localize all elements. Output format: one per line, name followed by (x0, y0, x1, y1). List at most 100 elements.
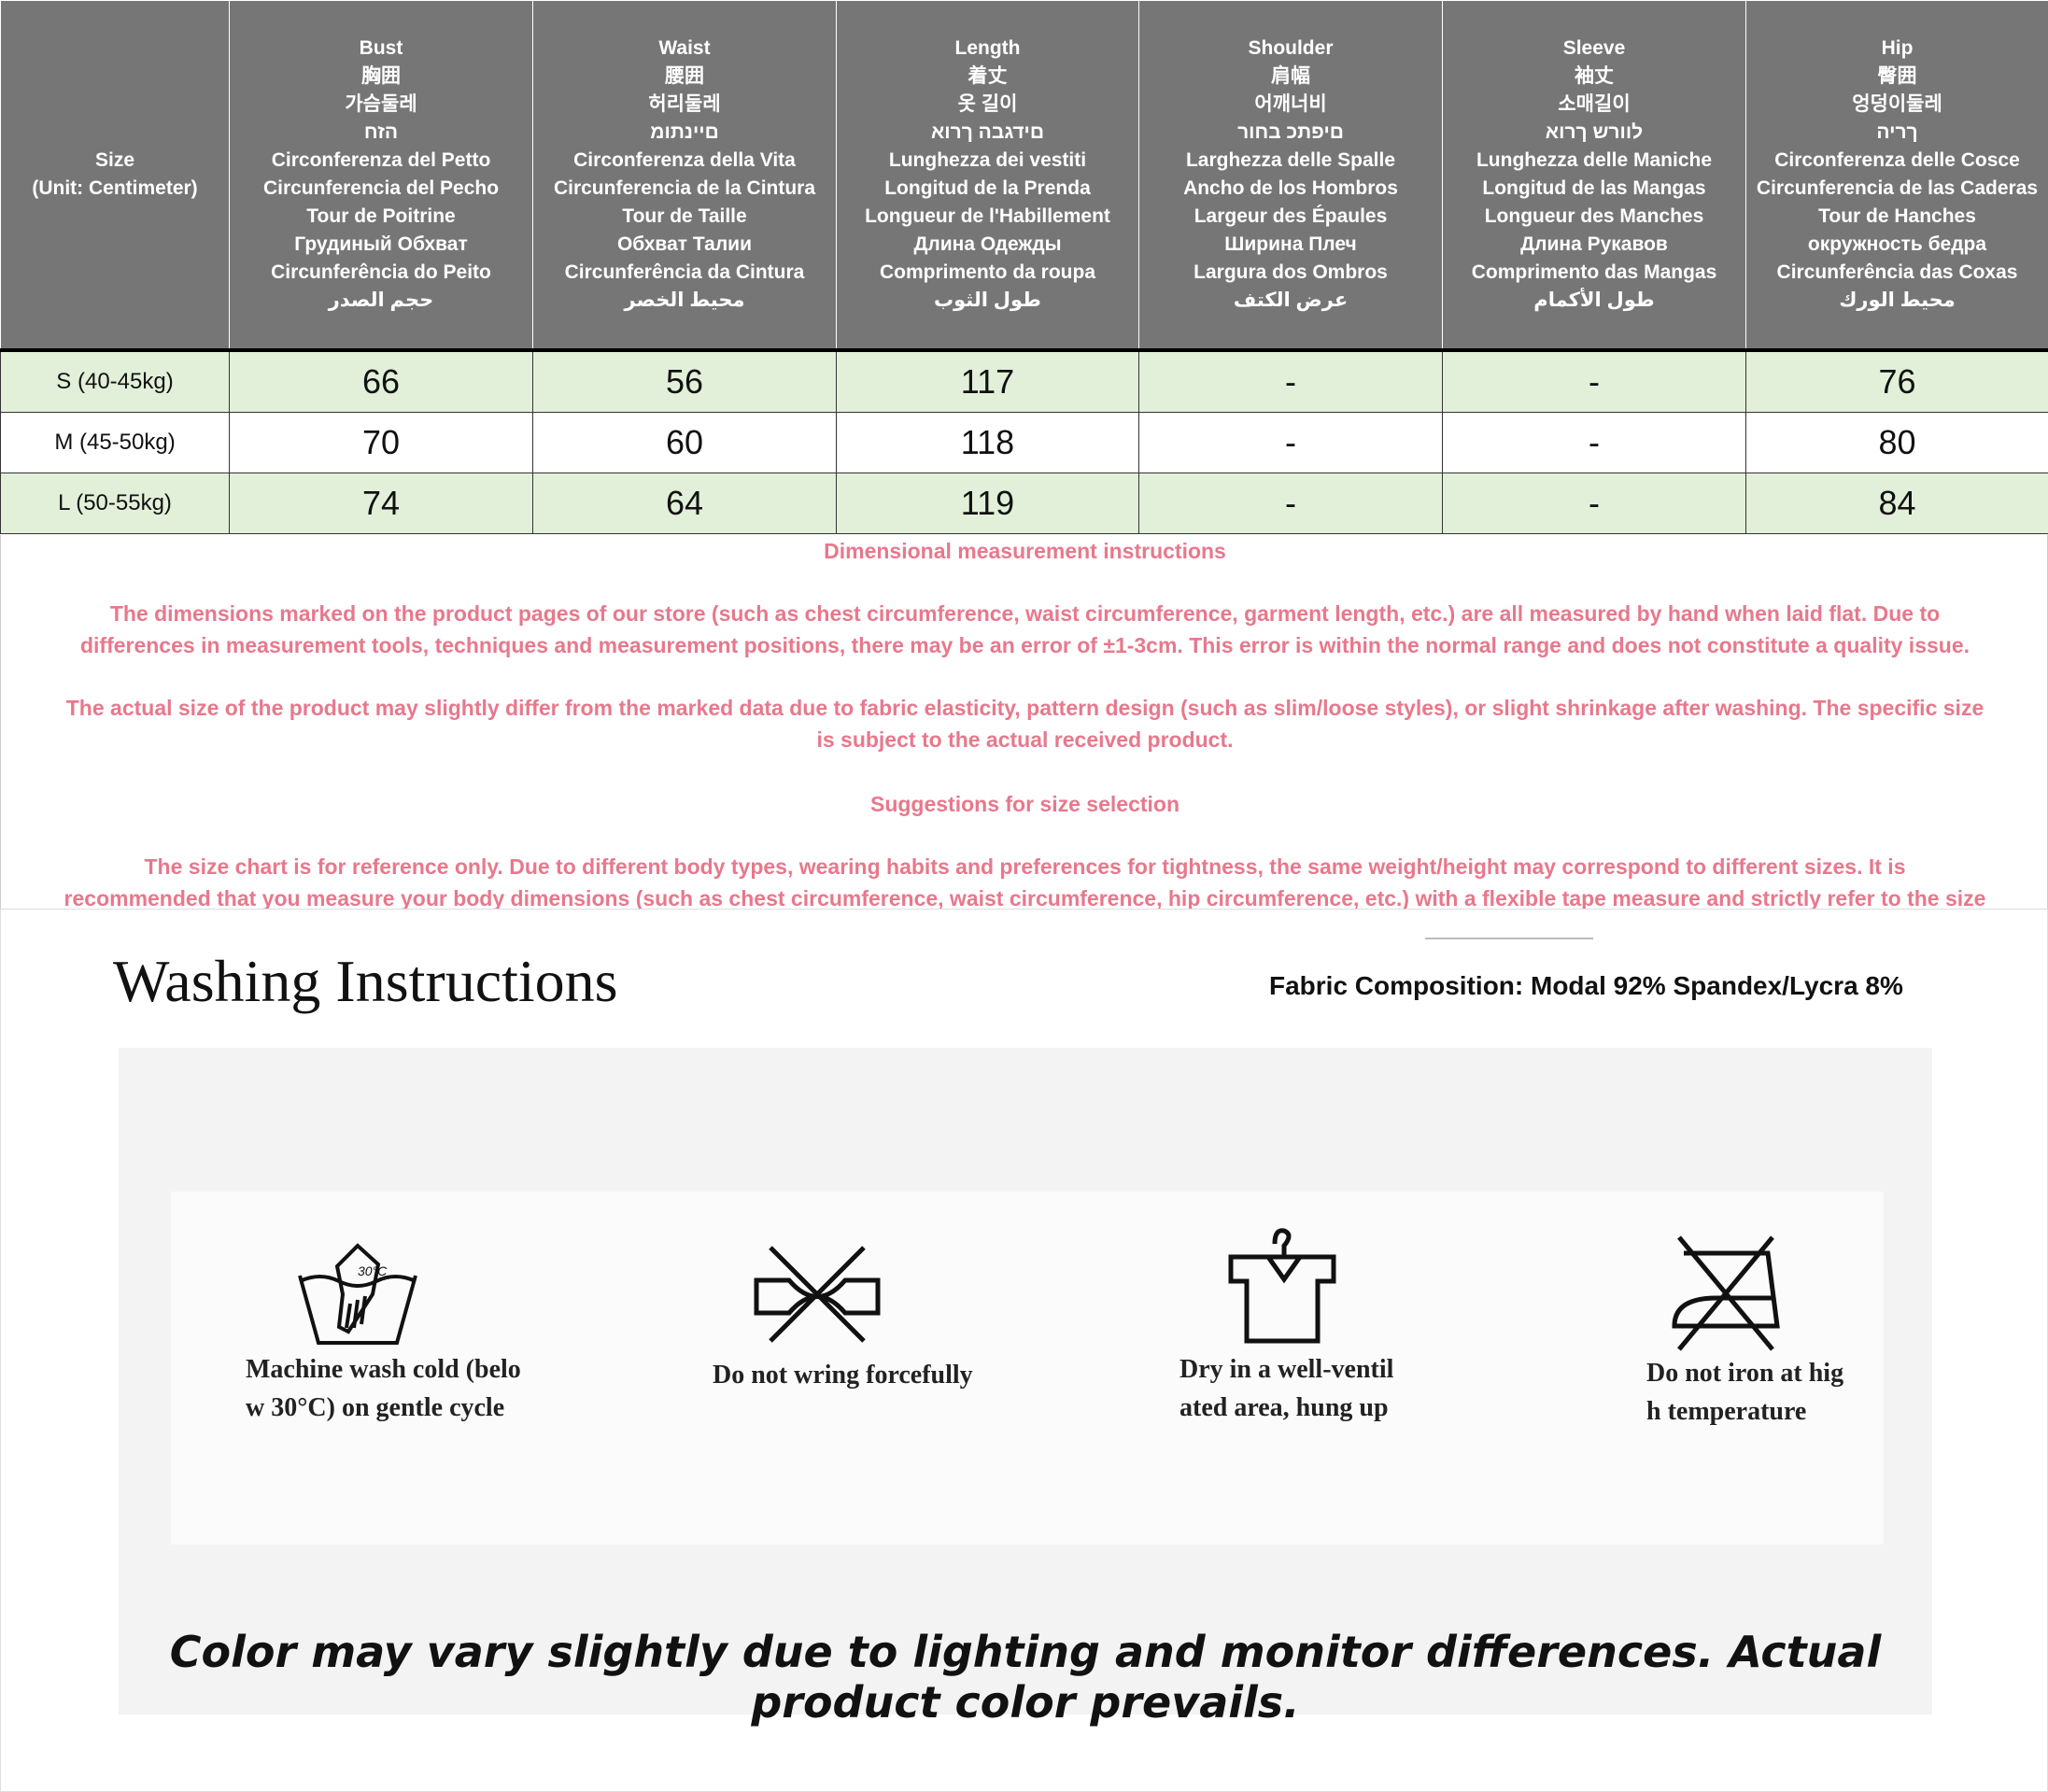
care-label-line: Dry in a well-ventil (1179, 1355, 1394, 1384)
header-line: Circonferenza della Vita (573, 149, 796, 171)
header-line: Длина Рукавов (1520, 233, 1668, 255)
header-line: 엉덩이둘레 (1852, 93, 1942, 115)
header-line: Larghezza delle Spalle (1185, 149, 1396, 171)
header-line: Waist (658, 37, 711, 59)
measurement-cell-length: 118 (836, 412, 1139, 473)
size-cell: S (40-45kg) (0, 349, 230, 413)
washing-instructions-section: Washing Instructions Fabric Composition:… (0, 909, 2048, 1792)
svg-text:30°C: 30°C (358, 1263, 388, 1278)
header-line: Circunferência da Cintura (564, 261, 805, 283)
care-item-wring: Do not wring forcefully (675, 1192, 1049, 1545)
measurement-cell-shoulder: - (1138, 349, 1443, 413)
header-line: Longueur des Manches (1484, 205, 1704, 227)
header-line: عرض الكتف (1233, 289, 1349, 311)
header-line: (Unit: Centimeter) (32, 177, 198, 199)
color-disclaimer: Color may vary slightly due to lighting … (169, 1627, 1882, 1728)
table-row: M (45-50kg) 70 60 118- -80 (0, 412, 2048, 473)
header-line: Circunferencia de las Caderas (1756, 177, 2039, 199)
header-line: 소매길이 (1558, 93, 1631, 115)
measurement-cell-hip: 80 (1745, 412, 2048, 473)
header-line: Circunferência do Peito (271, 261, 491, 283)
measurement-cell-sleeve: - (1442, 412, 1746, 473)
header-line: Circunferencia del Pecho (262, 177, 500, 199)
header-line: Circunferencia de la Cintura (553, 177, 816, 199)
header-line: הזח (363, 121, 399, 143)
header-line: 肩幅 (1271, 65, 1310, 87)
measurement-cell-shoulder: - (1138, 412, 1443, 473)
header-line: Comprimento da roupa (879, 261, 1095, 283)
table-row: L (50-55kg) 74 64 119- -84 (0, 473, 2048, 534)
divider (1425, 938, 1593, 939)
header-line: окружность бедра (1807, 233, 1987, 255)
measurement-cell-bust: 70 (229, 412, 533, 473)
header-line: 옷 길이 (957, 93, 1018, 115)
header-line: 臀囲 (1877, 65, 1917, 87)
header-line: Грудиный Обхват (294, 233, 468, 255)
header-line: Обхват Талии (616, 233, 753, 255)
measurement-cell-waist: 60 (532, 412, 837, 473)
note-para1-line1: The dimensions marked on the product pag… (109, 601, 1941, 626)
header-line: Tour de Poitrine (306, 205, 456, 227)
do-not-iron-icon (1672, 1235, 1780, 1351)
header-line: 袖丈 (1575, 65, 1614, 87)
measurement-cell-waist: 56 (532, 349, 837, 413)
care-item-dry: Dry in a well-ventil ated area, hung up (1123, 1192, 1497, 1545)
column-header-shoulder: Shoulder 肩幅 어깨너비 םיפתכ בחור Larghezza delle … (1138, 0, 1443, 352)
measurement-cell-hip: 84 (1745, 473, 2048, 534)
note-para1-line2: differences in measurement tools, techni… (79, 633, 1970, 657)
size-cell: L (50-55kg) (0, 473, 230, 534)
table-row: S (40-45kg) 66 56 117- -76 (0, 349, 2048, 413)
header-line: محيط الورك (1839, 289, 1956, 311)
care-label-line: Do not iron at hig (1646, 1359, 1844, 1388)
note-para3-line1: The size chart is for reference only. Du… (144, 854, 1906, 879)
column-header-sleeve: Sleeve 袖丈 소매길이 לוורש ךרוא Lunghezza delle Ma… (1442, 0, 1746, 352)
column-header-size: Size (Unit: Centimeter) (0, 0, 230, 352)
column-header-waist: Waist 腰囲 허리둘레 םיינתומ Circonferenza della Vi… (532, 0, 837, 352)
header-line: Circunferência das Coxas (1776, 261, 2018, 283)
header-line: Lunghezza dei vestiti (888, 149, 1087, 171)
care-label-line: Machine wash cold (belo (246, 1355, 521, 1384)
care-label-line: ated area, hung up (1179, 1393, 1389, 1422)
care-panel: 30°C Machine wash cold (belo w 30°C) on g… (171, 1192, 1884, 1545)
header-line: 가슴둘레 (345, 93, 417, 115)
header-line: 어깨너비 (1254, 93, 1327, 115)
header-line: Ancho de los Hombros (1183, 177, 1398, 199)
measurement-cell-sleeve: - (1442, 349, 1746, 413)
suggestions-title: Suggestions for size selection (869, 792, 1180, 816)
header-line: Circonferenza delle Cosce (1774, 149, 2020, 171)
note-para3-line2: recommended that you measure your body d… (64, 886, 1986, 909)
care-label-line: Do not wring forcefully (713, 1361, 973, 1390)
header-line: محيط الخصر (624, 289, 745, 311)
column-header-bust: Bust 胸囲 가슴둘레 הזח Circonferenza del Petto Circ… (229, 0, 533, 352)
measurement-cell-hip: 76 (1745, 349, 2048, 413)
header-line: Circonferenza del Petto (271, 149, 491, 171)
hang-dry-icon (1228, 1228, 1336, 1344)
washing-title: Washing Instructions (113, 948, 618, 1014)
header-line: Sleeve (1562, 37, 1626, 59)
header-line: םיינתומ (650, 121, 719, 143)
header-line: Comprimento das Mangas (1471, 261, 1717, 283)
care-item-iron: Do not iron at hig h temperature (1572, 1192, 1945, 1545)
header-line: 着丈 (968, 65, 1008, 87)
header-line: םידגבה ךרוא (930, 121, 1045, 143)
note-para2-line1: The actual size of the product may sligh… (65, 696, 1984, 720)
column-header-length: Length 着丈 옷 길이 םידגבה ךרוא Lunghezza dei ves… (836, 0, 1139, 352)
header-line: Longueur de l'Habillement (865, 205, 1110, 227)
header-line: حجم الصدر (328, 289, 434, 311)
do-not-wring-icon (754, 1246, 881, 1343)
header-line: Длина Одежды (913, 233, 1062, 255)
measurement-cell-bust: 66 (229, 349, 533, 413)
care-item-wash: 30°C Machine wash cold (belo w 30°C) on g… (227, 1192, 600, 1545)
measurement-notes: Dimensional measurement instructions The… (0, 535, 2048, 909)
header-line: Tour de Taille (622, 205, 747, 227)
header-line: Size (94, 149, 135, 171)
header-line: Tour de Hanches (1818, 205, 1976, 227)
header-line: Longitud de la Prenda (884, 177, 1091, 199)
header-line: طول الأكمام (1533, 289, 1655, 311)
header-line: ךריה (1876, 121, 1918, 143)
header-line: Bust (359, 37, 403, 59)
measurement-cell-sleeve: - (1442, 473, 1746, 534)
header-line: 腰囲 (665, 65, 704, 87)
header-line: Hip (1881, 37, 1914, 59)
header-line: Ширина Плеч (1224, 233, 1357, 255)
